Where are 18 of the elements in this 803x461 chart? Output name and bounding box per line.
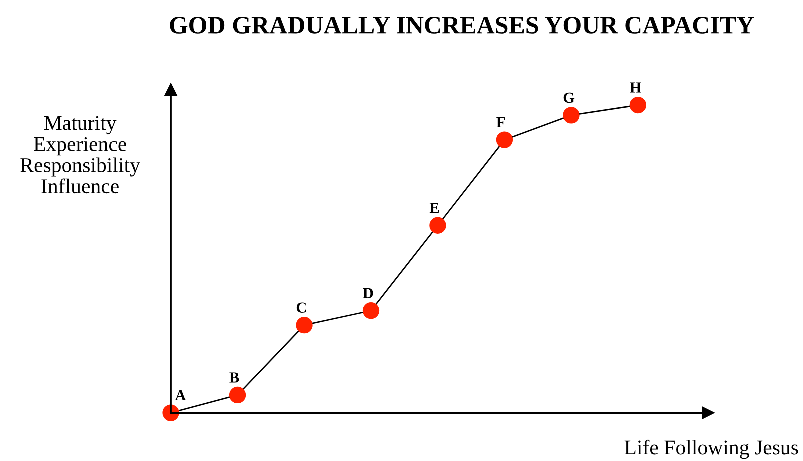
x-axis-title: Life Following Jesus bbox=[624, 440, 798, 460]
text: H bbox=[630, 82, 642, 93]
annotation: C bbox=[296, 302, 306, 313]
point bbox=[430, 217, 446, 234]
annotation: F bbox=[496, 118, 505, 128]
y-axis-title: Maturity Experience Responsibility Influence bbox=[20, 116, 140, 194]
point bbox=[630, 96, 647, 114]
point bbox=[563, 107, 580, 124]
annotation: E bbox=[430, 203, 440, 214]
annotation: D bbox=[363, 288, 374, 298]
point bbox=[496, 132, 514, 148]
annotation: B bbox=[230, 372, 240, 383]
text: G bbox=[564, 92, 575, 104]
point bbox=[229, 386, 246, 404]
annotation: A bbox=[175, 390, 186, 401]
chart-title: GOD GRADUALLY INCREASES YOUR CAPACITY bbox=[170, 17, 754, 34]
point bbox=[362, 302, 380, 320]
point bbox=[296, 317, 313, 334]
